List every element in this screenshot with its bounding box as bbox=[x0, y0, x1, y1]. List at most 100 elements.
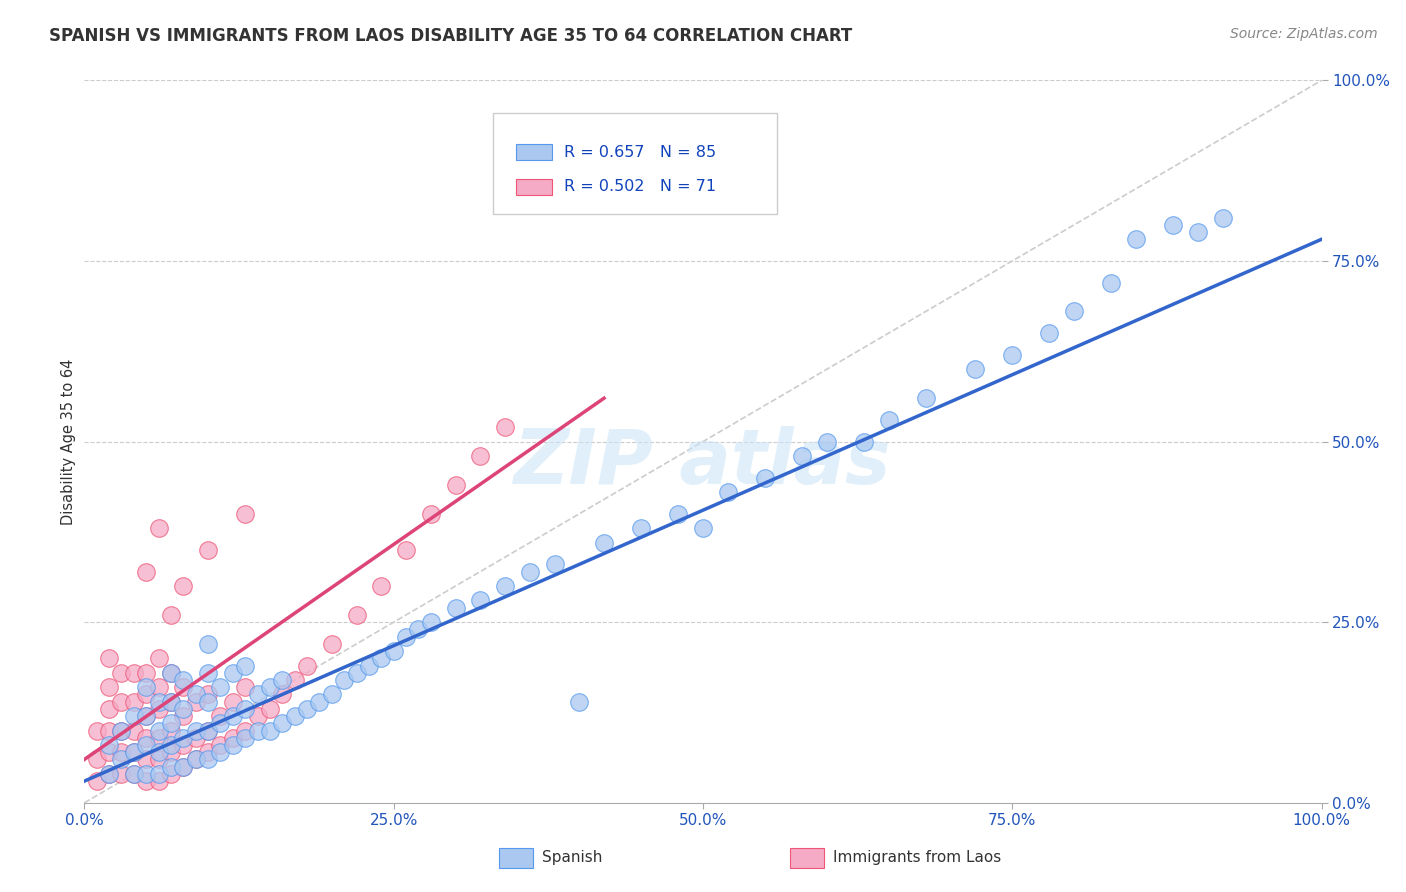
Point bbox=[122, 745, 145, 759]
Point bbox=[122, 695, 145, 709]
Point bbox=[148, 521, 170, 535]
Point bbox=[233, 702, 256, 716]
Point bbox=[110, 752, 132, 766]
Point bbox=[370, 579, 392, 593]
Point bbox=[209, 738, 232, 752]
Point bbox=[86, 774, 108, 789]
Point bbox=[160, 695, 183, 709]
Point bbox=[494, 579, 516, 593]
Point bbox=[135, 680, 157, 694]
Point bbox=[295, 658, 318, 673]
Point bbox=[519, 565, 541, 579]
Point bbox=[246, 687, 269, 701]
Text: R = 0.502   N = 71: R = 0.502 N = 71 bbox=[564, 179, 716, 194]
Point bbox=[122, 767, 145, 781]
Point bbox=[172, 738, 194, 752]
Point bbox=[419, 507, 441, 521]
Point bbox=[284, 673, 307, 687]
Point bbox=[717, 485, 740, 500]
Point bbox=[346, 665, 368, 680]
Point bbox=[160, 665, 183, 680]
Point bbox=[184, 687, 207, 701]
Point bbox=[914, 391, 936, 405]
Point bbox=[148, 695, 170, 709]
Point bbox=[110, 723, 132, 738]
Point bbox=[1161, 218, 1184, 232]
Point bbox=[815, 434, 838, 449]
Point bbox=[135, 709, 157, 723]
Point bbox=[98, 702, 121, 716]
Point bbox=[233, 731, 256, 745]
Point bbox=[209, 716, 232, 731]
Point bbox=[395, 630, 418, 644]
Point bbox=[197, 695, 219, 709]
Point bbox=[1099, 276, 1122, 290]
Point bbox=[172, 579, 194, 593]
Point bbox=[321, 637, 343, 651]
FancyBboxPatch shape bbox=[790, 847, 824, 868]
Point bbox=[98, 738, 121, 752]
Point bbox=[135, 731, 157, 745]
Point bbox=[233, 680, 256, 694]
Point bbox=[222, 738, 245, 752]
Point bbox=[233, 658, 256, 673]
Point bbox=[148, 767, 170, 781]
Text: R = 0.657   N = 85: R = 0.657 N = 85 bbox=[564, 145, 716, 160]
Point bbox=[172, 731, 194, 745]
Point bbox=[197, 745, 219, 759]
Point bbox=[209, 745, 232, 759]
Point bbox=[160, 665, 183, 680]
Point bbox=[1187, 225, 1209, 239]
Point bbox=[135, 774, 157, 789]
Point bbox=[222, 709, 245, 723]
Point bbox=[148, 731, 170, 745]
Point bbox=[197, 752, 219, 766]
Point bbox=[271, 673, 294, 687]
Point bbox=[370, 651, 392, 665]
Point bbox=[86, 723, 108, 738]
Point bbox=[197, 723, 219, 738]
Point bbox=[333, 673, 356, 687]
Point bbox=[122, 665, 145, 680]
Point bbox=[271, 687, 294, 701]
Point bbox=[209, 680, 232, 694]
Point bbox=[172, 680, 194, 694]
Text: Immigrants from Laos: Immigrants from Laos bbox=[832, 850, 1001, 865]
Point bbox=[1063, 304, 1085, 318]
Point bbox=[346, 607, 368, 622]
Point bbox=[135, 767, 157, 781]
Point bbox=[148, 745, 170, 759]
Point bbox=[148, 651, 170, 665]
Point bbox=[172, 709, 194, 723]
Point bbox=[222, 731, 245, 745]
Point bbox=[295, 702, 318, 716]
Point bbox=[172, 673, 194, 687]
Point bbox=[122, 723, 145, 738]
Point bbox=[209, 709, 232, 723]
Point bbox=[160, 745, 183, 759]
Point bbox=[408, 623, 430, 637]
Point bbox=[160, 695, 183, 709]
Point bbox=[148, 702, 170, 716]
Point bbox=[308, 695, 330, 709]
Point bbox=[271, 716, 294, 731]
Point bbox=[357, 658, 380, 673]
Point bbox=[148, 752, 170, 766]
Point bbox=[1212, 211, 1234, 225]
Text: SPANISH VS IMMIGRANTS FROM LAOS DISABILITY AGE 35 TO 64 CORRELATION CHART: SPANISH VS IMMIGRANTS FROM LAOS DISABILI… bbox=[49, 27, 852, 45]
Point bbox=[135, 752, 157, 766]
FancyBboxPatch shape bbox=[516, 145, 551, 160]
Point bbox=[110, 723, 132, 738]
Point bbox=[160, 723, 183, 738]
Point bbox=[184, 752, 207, 766]
Point bbox=[98, 651, 121, 665]
Point bbox=[172, 702, 194, 716]
Point bbox=[222, 665, 245, 680]
Point bbox=[444, 478, 467, 492]
Point bbox=[259, 702, 281, 716]
Point bbox=[494, 420, 516, 434]
Point bbox=[98, 767, 121, 781]
Point bbox=[98, 723, 121, 738]
Point bbox=[470, 593, 492, 607]
Point bbox=[965, 362, 987, 376]
